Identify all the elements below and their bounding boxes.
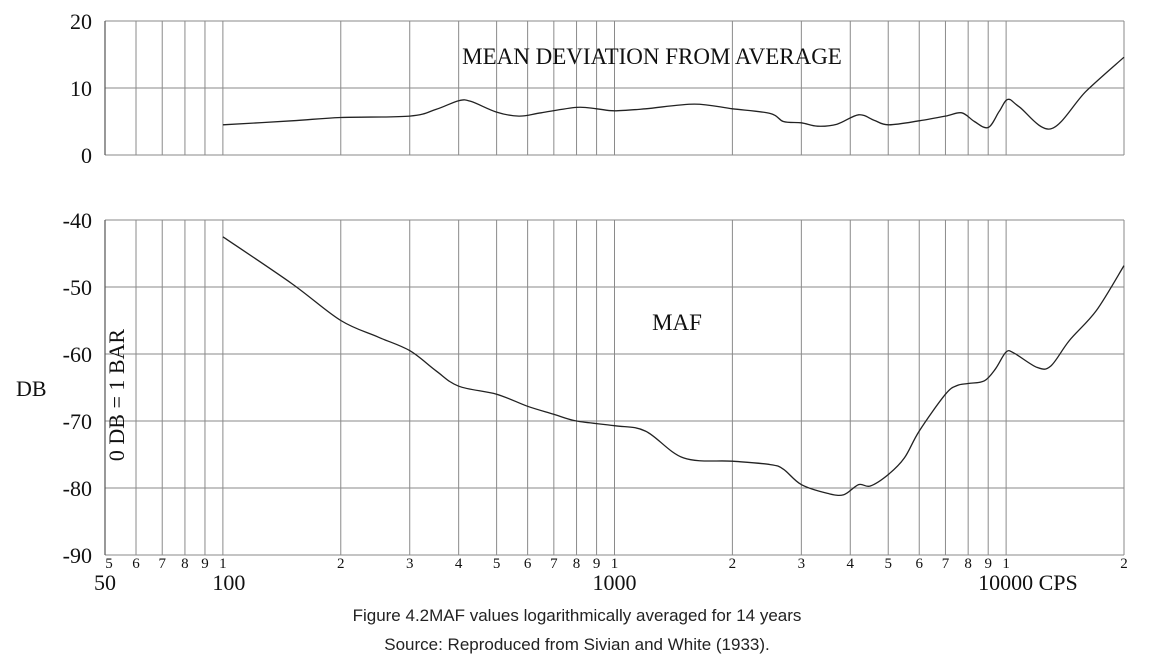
y-tick-label: 20	[70, 9, 92, 34]
x-tick-major-label: 10000 CPS	[978, 570, 1078, 595]
y-tick-label: -70	[63, 409, 92, 434]
x-tick-major-label: 50	[94, 570, 116, 595]
x-tick-minor-label: 8	[964, 556, 972, 572]
x-tick-minor-label: 2	[1120, 556, 1128, 572]
x-tick-minor-label: 6	[915, 556, 923, 572]
y-tick-label: -80	[63, 476, 92, 501]
x-tick-minor-label: 8	[181, 556, 189, 572]
mean-deviation-line	[222, 56, 1125, 130]
maf-line	[222, 236, 1125, 497]
x-tick-major-label: 1000	[593, 570, 637, 595]
x-tick-minor-label: 4	[847, 556, 855, 572]
figure-source: Source: Reproduced from Sivian and White…	[384, 635, 770, 654]
x-tick-minor-label: 6	[132, 556, 140, 572]
lower-series-label: MAF	[652, 310, 702, 335]
x-tick-minor-label: 7	[942, 556, 950, 572]
y-axis-label: DB	[16, 376, 47, 401]
x-tick-minor-label: 1	[1002, 556, 1010, 572]
y-tick-label: 10	[70, 76, 92, 101]
x-tick-minor-label: 5	[493, 556, 501, 572]
x-tick-minor-label: 7	[158, 556, 166, 572]
x-tick-minor-label: 9	[593, 556, 601, 572]
x-tick-minor-label: 6	[524, 556, 532, 572]
y-tick-label: -60	[63, 342, 92, 367]
x-tick-minor-label: 9	[201, 556, 209, 572]
y-axis-reference-label: 0 DB = 1 BAR	[104, 329, 129, 462]
x-tick-minor-label: 5	[105, 556, 113, 572]
x-tick-minor-label: 1	[219, 556, 227, 572]
x-tick-minor-label: 9	[984, 556, 992, 572]
x-tick-minor-label: 8	[573, 556, 581, 572]
y-tick-label: -50	[63, 275, 92, 300]
y-tick-label: -40	[63, 208, 92, 233]
y-tick-label: -90	[63, 543, 92, 568]
x-tick-minor-label: 7	[550, 556, 558, 572]
x-tick-minor-label: 4	[455, 556, 463, 572]
x-tick-minor-label: 2	[729, 556, 737, 572]
x-tick-minor-label: 2	[337, 556, 345, 572]
y-tick-label: 0	[81, 143, 92, 168]
x-tick-minor-label: 3	[798, 556, 806, 572]
x-tick-major-label: 100	[212, 570, 245, 595]
upper-series-label: MEAN DEVIATION FROM AVERAGE	[462, 44, 842, 69]
series-lines	[222, 56, 1125, 497]
x-tick-minor-label: 1	[611, 556, 619, 572]
x-tick-minor-label: 3	[406, 556, 414, 572]
x-tick-minor-label: 5	[884, 556, 892, 572]
grid	[104, 20, 1125, 556]
figure-caption: Figure 4.2MAF values logarithmically ave…	[352, 606, 802, 625]
